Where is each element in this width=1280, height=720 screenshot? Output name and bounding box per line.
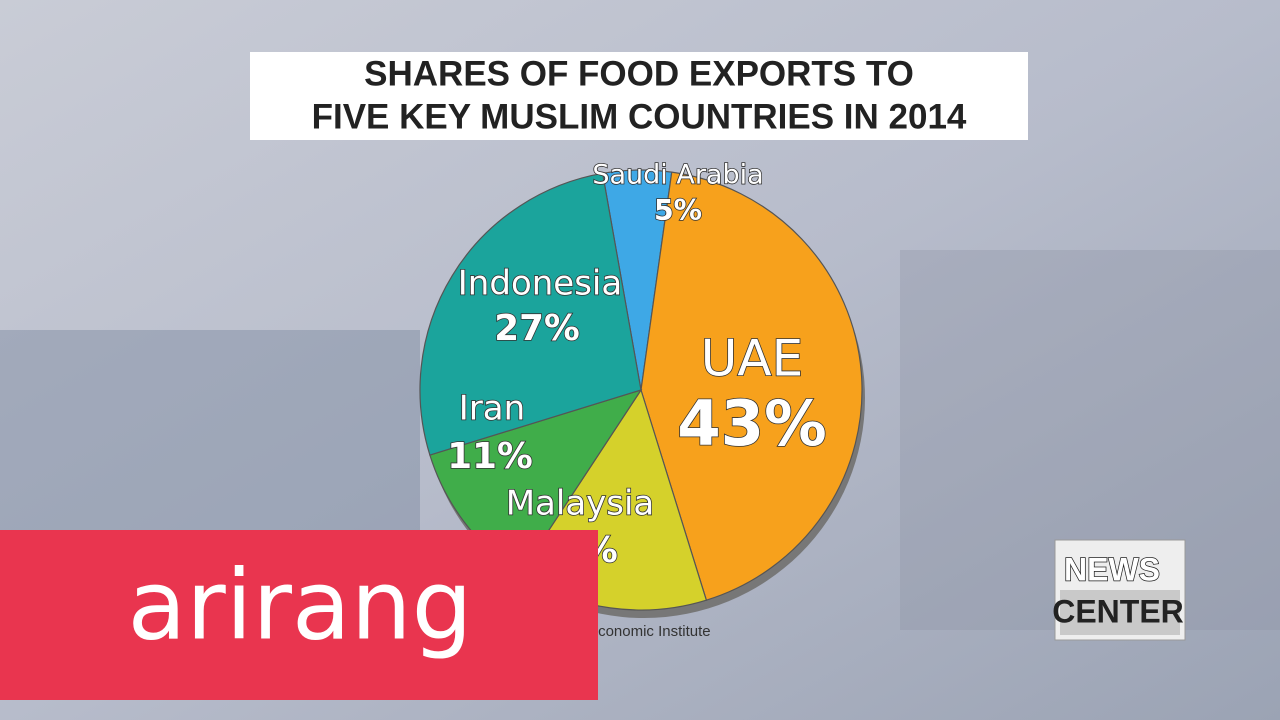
chart-title: SHARES OF FOOD EXPORTS TO [364, 54, 914, 93]
slice-label: UAE [701, 330, 803, 388]
value-label: 5% [654, 194, 702, 227]
pie: Saudi Arabia5%UAE43%Malaysia14%Iran11%In… [419, 159, 865, 618]
title-box [250, 52, 1028, 140]
value-label: 11% [447, 436, 532, 477]
port-scene [0, 330, 420, 530]
value-label: 43% [677, 387, 827, 460]
slice-label: Indonesia [458, 264, 622, 304]
slice-label: Saudi Arabia [592, 160, 763, 191]
slice-label: Malaysia [506, 484, 655, 524]
logo-band [0, 530, 598, 700]
badge-lower [1060, 590, 1180, 635]
chart-title: FIVE KEY MUSLIM COUNTRIES IN 2014 [312, 97, 967, 136]
value-label: 27% [494, 308, 579, 349]
pie-slice [419, 172, 642, 456]
logo: arirang [127, 549, 472, 661]
badge-text: CENTER [1052, 593, 1184, 629]
badge-text: NEWS [1064, 551, 1160, 587]
pie-slice [640, 171, 863, 601]
slice-label: Iran [459, 389, 525, 429]
